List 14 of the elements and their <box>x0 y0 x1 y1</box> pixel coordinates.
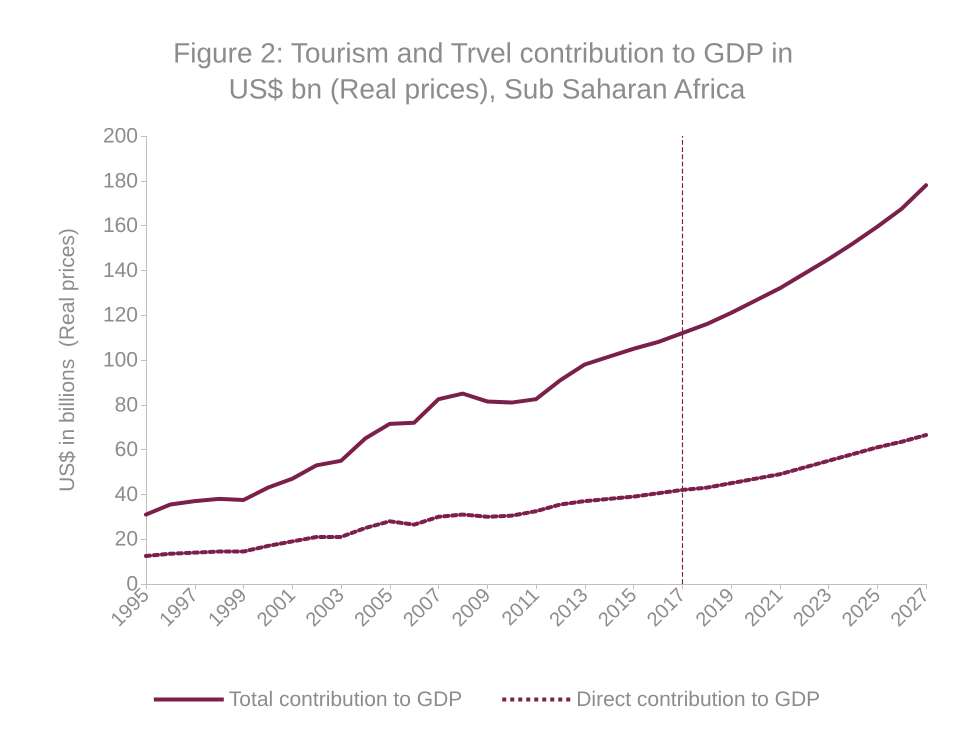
y-tick-label: 180 <box>102 169 138 192</box>
y-tick-label: 20 <box>114 528 138 551</box>
y-tick-label: 80 <box>114 393 138 416</box>
y-tick-label: 100 <box>102 348 138 372</box>
chart-title: Figure 2: Tourism and Trvel contribution to GDP in US$ bn (Real prices), Sub Saharan Africa <box>173 38 801 104</box>
y-tick-label: 60 <box>114 438 138 462</box>
y-axis-title: US$ in billions (Real prices) <box>56 228 79 492</box>
y-tick-label: 120 <box>102 304 138 327</box>
y-tick-label: 200 <box>102 124 138 148</box>
y-tick-label: 140 <box>102 258 138 282</box>
y-tick-label: 160 <box>102 214 138 238</box>
legend-label: Direct contribution to GDP <box>576 688 820 711</box>
y-tick-label: 40 <box>114 482 138 506</box>
legend-label: Total contribution to GDP <box>228 688 462 711</box>
